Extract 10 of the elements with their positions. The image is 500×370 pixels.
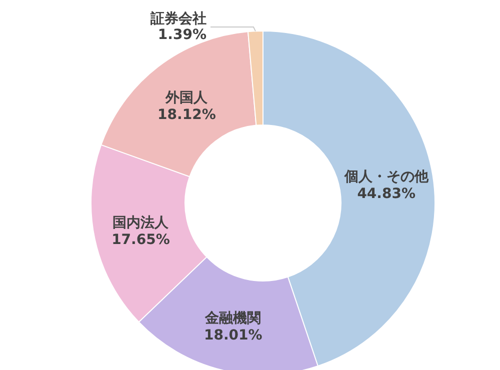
data-label: 17.65% [112, 232, 170, 248]
slice-label: 金融機関 [204, 310, 262, 326]
slice-label: 証券会社 [149, 10, 206, 27]
slice-label: 個人・その他 [343, 168, 430, 185]
data-label: 18.12% [158, 106, 216, 123]
slice-label: 国内法人 [112, 215, 170, 231]
slice-label: 外国人 [164, 90, 209, 106]
data-label: 44.83% [357, 186, 416, 202]
data-label: 1.39% [158, 27, 206, 43]
data-label: 18.01% [204, 327, 262, 344]
